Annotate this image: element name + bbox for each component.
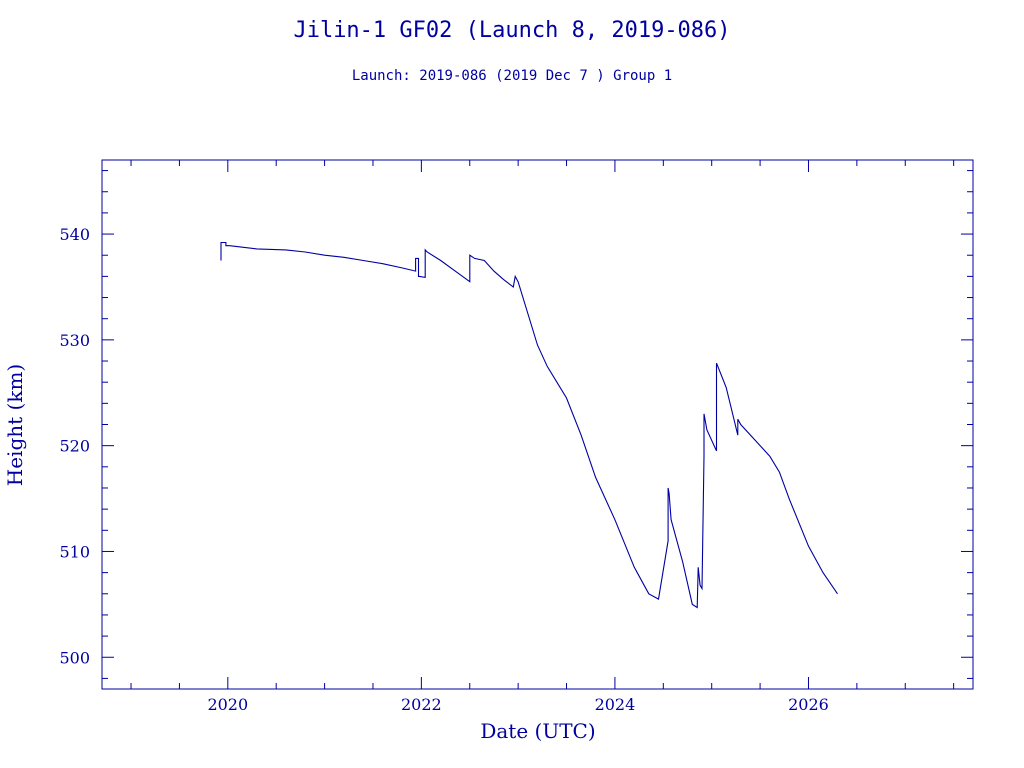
data-point bbox=[305, 251, 306, 252]
data-point bbox=[692, 604, 693, 605]
data-point bbox=[595, 477, 596, 478]
data-point bbox=[682, 561, 683, 562]
axis-tick-labels: 2020 2022 2024 2026 500 510 520 530 540 bbox=[59, 225, 828, 714]
data-point bbox=[648, 593, 649, 594]
data-point bbox=[698, 567, 699, 568]
y-tick-label: 540 bbox=[59, 225, 90, 244]
x-tick-label: 2020 bbox=[207, 695, 248, 714]
data-point bbox=[425, 277, 426, 278]
data-point bbox=[484, 260, 485, 261]
data-point bbox=[669, 493, 670, 494]
data-point bbox=[740, 424, 741, 425]
height-series-points bbox=[220, 242, 838, 608]
data-point bbox=[769, 456, 770, 457]
data-point bbox=[837, 593, 838, 594]
data-point bbox=[614, 519, 615, 520]
data-point bbox=[668, 487, 669, 488]
data-point bbox=[658, 599, 659, 600]
data-point bbox=[418, 258, 419, 259]
data-point bbox=[527, 313, 528, 314]
data-point bbox=[503, 279, 504, 280]
data-point bbox=[415, 258, 416, 259]
data-point bbox=[363, 260, 364, 261]
data-point bbox=[556, 382, 557, 383]
data-point bbox=[701, 588, 702, 589]
data-point bbox=[737, 419, 738, 420]
data-point bbox=[220, 242, 221, 243]
data-point bbox=[513, 286, 514, 287]
data-point bbox=[716, 450, 717, 451]
data-point bbox=[401, 267, 402, 268]
data-point bbox=[706, 429, 707, 430]
data-point bbox=[225, 242, 226, 243]
data-point bbox=[285, 249, 286, 250]
data-point bbox=[822, 572, 823, 573]
data-point bbox=[581, 435, 582, 436]
plot-frame bbox=[101, 159, 974, 690]
data-point bbox=[716, 363, 717, 364]
y-axis-label: Height (km) bbox=[3, 364, 27, 486]
data-point bbox=[518, 281, 519, 282]
chart-title: Jilin-1 GF02 (Launch 8, 2019-086) bbox=[293, 18, 730, 43]
y-tick-label: 510 bbox=[59, 542, 90, 561]
data-point bbox=[419, 276, 420, 277]
data-point bbox=[755, 440, 756, 441]
axis-ticks bbox=[102, 160, 973, 689]
chart-subtitle: Launch: 2019-086 (2019 Dec 7 ) Group 1 bbox=[352, 68, 672, 84]
y-tick-label: 520 bbox=[59, 437, 90, 456]
x-tick-label: 2026 bbox=[788, 695, 829, 714]
data-point bbox=[547, 366, 548, 367]
data-point bbox=[225, 245, 226, 246]
data-point bbox=[382, 263, 383, 264]
data-point bbox=[515, 276, 516, 277]
x-axis-label: Date (UTC) bbox=[480, 719, 595, 743]
data-point bbox=[425, 249, 426, 250]
data-point bbox=[256, 248, 257, 249]
data-point bbox=[671, 519, 672, 520]
data-point bbox=[779, 472, 780, 473]
data-point bbox=[229, 245, 230, 246]
x-tick-label: 2022 bbox=[401, 695, 442, 714]
data-point bbox=[324, 255, 325, 256]
data-point bbox=[703, 456, 704, 457]
data-point bbox=[566, 397, 567, 398]
data-point bbox=[455, 271, 456, 272]
data-point bbox=[493, 271, 494, 272]
data-point bbox=[634, 567, 635, 568]
data-point bbox=[789, 498, 790, 499]
data-point bbox=[220, 260, 221, 261]
data-point bbox=[726, 387, 727, 388]
data-point bbox=[697, 607, 698, 608]
data-point bbox=[537, 345, 538, 346]
data-point bbox=[440, 260, 441, 261]
data-point bbox=[343, 257, 344, 258]
data-point bbox=[703, 413, 704, 414]
data-point bbox=[668, 540, 669, 541]
data-point bbox=[427, 251, 428, 252]
height-series-line bbox=[220, 241, 838, 609]
y-tick-label: 530 bbox=[59, 331, 90, 350]
data-point bbox=[474, 258, 475, 259]
y-tick-label: 500 bbox=[59, 648, 90, 667]
data-point bbox=[737, 435, 738, 436]
x-tick-label: 2024 bbox=[595, 695, 636, 714]
data-point bbox=[469, 281, 470, 282]
data-point bbox=[415, 271, 416, 272]
data-point bbox=[700, 585, 701, 586]
data-point bbox=[808, 546, 809, 547]
data-point bbox=[469, 255, 470, 256]
